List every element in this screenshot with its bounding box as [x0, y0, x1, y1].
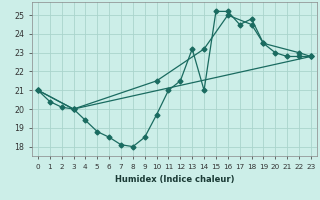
X-axis label: Humidex (Indice chaleur): Humidex (Indice chaleur) — [115, 175, 234, 184]
